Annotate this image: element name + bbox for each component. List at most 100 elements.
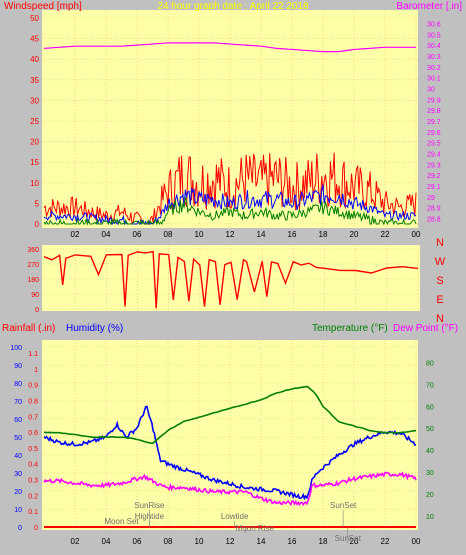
barometer-tick: 29.8	[427, 108, 441, 115]
direction-gridlines	[42, 245, 420, 311]
climate-x-tick: 08	[164, 537, 173, 546]
barometer-tick: 30	[427, 86, 435, 93]
climate-tick-labels: 02 04 06 08 10 12 14 16 18 20 22 000102030405060708…	[10, 345, 434, 546]
barometer-tick: 29.6	[427, 130, 441, 137]
wind-x-tick: 20	[350, 230, 359, 239]
humidity-tick: 20	[14, 489, 22, 496]
direction-degree-tick: 90	[31, 292, 39, 299]
barometer-tick: 29.4	[427, 152, 441, 159]
barometer-tick: 29.9	[427, 97, 441, 104]
windspeed-tick: 25	[30, 117, 39, 126]
climate-x-tick: 16	[288, 537, 297, 546]
temperature-tick: 60	[426, 404, 434, 411]
wind-x-tick: 14	[257, 230, 266, 239]
climate-x-tick: 22	[381, 537, 390, 546]
rainfall-tick: 0	[34, 525, 38, 532]
rainfall-tick: 0.1	[28, 509, 38, 516]
compass-label: E	[436, 294, 443, 306]
dew-point-line	[43, 471, 417, 507]
windspeed-tick: 5	[35, 199, 40, 208]
climate-x-tick: 18	[319, 537, 328, 546]
wind-x-tick: 22	[381, 230, 390, 239]
climate-x-tick: 10	[195, 537, 204, 546]
barometer-tick: 29.1	[427, 184, 441, 191]
annotation-label: Moon Rise	[236, 524, 275, 533]
rainfall-tick: 0.6	[28, 430, 38, 437]
wind-x-tick: 10	[195, 230, 204, 239]
rainfall-tick: 0.4	[28, 462, 38, 469]
windspeed-tick: 35	[30, 76, 39, 85]
chart-title: 24 hour graph date : April 22 2018	[157, 1, 309, 12]
barometer-tick: 29.3	[427, 162, 441, 169]
annotation-label: Hightide	[135, 512, 165, 521]
wind-x-tick: 16	[288, 230, 297, 239]
rainfall-tick: 1	[34, 367, 38, 374]
annotation-label: SunSet	[335, 534, 362, 543]
temperature-axis-label: Temperature (°F)	[312, 323, 388, 334]
annotation-label: Moon Set	[104, 517, 139, 526]
barometer-tick: 30.2	[427, 65, 441, 72]
astronomy-annotations: Moon Set SunRise Hightide Lowtide Moon Rise S…	[104, 501, 362, 543]
wind-average-line	[43, 184, 417, 226]
windspeed-tick: 30	[30, 96, 39, 105]
temperature-tick: 30	[426, 470, 434, 477]
compass-label: S	[436, 275, 443, 287]
climate-x-tick: 06	[133, 537, 142, 546]
barometer-tick: 29.5	[427, 141, 441, 148]
temperature-tick: 50	[426, 426, 434, 433]
barometer-tick: 28.8	[427, 217, 441, 224]
humidity-tick: 100	[10, 345, 22, 352]
humidity-tick: 80	[14, 381, 22, 388]
windspeed-axis-label: Windspeed [mph]	[4, 1, 82, 12]
wind-series	[43, 42, 417, 226]
windspeed-tick: 15	[30, 158, 39, 167]
barometer-tick: 30.3	[427, 54, 441, 61]
barometer-tick: 29	[427, 195, 435, 202]
temperature-tick: 70	[426, 382, 434, 389]
climate-plot-area	[42, 340, 418, 530]
climate-x-tick: 00	[412, 537, 421, 546]
humidity-tick: 70	[14, 399, 22, 406]
barometer-tick: 30.6	[427, 21, 441, 28]
wind-x-tick: 18	[319, 230, 328, 239]
windspeed-tick: 45	[30, 35, 39, 44]
humidity-tick: 10	[14, 507, 22, 514]
wind-low-line	[43, 196, 417, 226]
humidity-tick: 40	[14, 453, 22, 460]
rainfall-tick: 0.2	[28, 493, 38, 500]
rainfall-tick: 0.3	[28, 478, 38, 485]
rainfall-tick: 0.8	[28, 398, 38, 405]
windspeed-tick: 20	[30, 138, 39, 147]
barometer-line	[43, 42, 416, 53]
wind-x-tick: 04	[102, 230, 111, 239]
direction-degree-tick: 180	[27, 277, 39, 284]
annotation-label: SunRise	[134, 501, 165, 510]
rainfall-tick: 1.1	[28, 351, 38, 358]
direction-degree-tick: 270	[27, 262, 39, 269]
wind-x-tick: 12	[226, 230, 235, 239]
climate-chart: 02 04 06 08 10 12 14 16 18 20 22 000102030405060708…	[2, 323, 458, 546]
direction-degree-tick: 0	[35, 307, 39, 314]
rainfall-tick: 0.9	[28, 383, 38, 390]
humidity-tick: 60	[14, 417, 22, 424]
humidity-tick: 0	[18, 525, 22, 532]
rainfall-axis-label: Rainfall (.in)	[2, 323, 55, 334]
annotation-label: Lowtide	[221, 512, 249, 521]
climate-x-tick: 04	[102, 537, 111, 546]
annotation-label: SunSet	[330, 501, 357, 510]
temperature-tick: 40	[426, 448, 434, 455]
climate-x-tick: 12	[226, 537, 235, 546]
temperature-tick: 80	[426, 360, 434, 367]
barometer-tick: 29.2	[427, 173, 441, 180]
wind-x-tick: 00	[412, 230, 421, 239]
direction-series	[43, 250, 419, 309]
climate-x-tick: 02	[71, 537, 80, 546]
windspeed-tick: 10	[30, 179, 39, 188]
wind-x-tick: 02	[71, 230, 80, 239]
dewpoint-axis-label: Dew Point (°F)	[393, 323, 458, 334]
barometer-axis-label: Barometer [.in]	[396, 1, 462, 12]
wind-direction-line	[43, 250, 419, 309]
windspeed-tick: 50	[30, 14, 39, 23]
